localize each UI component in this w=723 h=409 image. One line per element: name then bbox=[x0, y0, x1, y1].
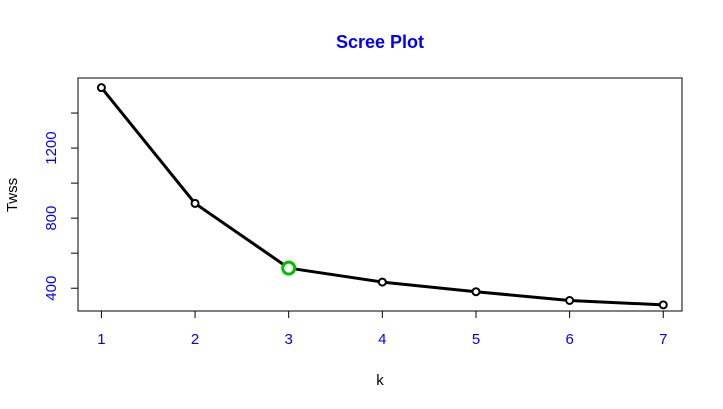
data-point bbox=[565, 295, 575, 305]
x-tick-label: 5 bbox=[472, 331, 480, 348]
x-tick-label: 7 bbox=[659, 331, 667, 348]
y-axis-label: Twss bbox=[4, 178, 21, 212]
data-point bbox=[96, 83, 106, 93]
y-tick-label: 1200 bbox=[43, 131, 60, 164]
data-point bbox=[471, 287, 481, 297]
chart-title: Scree Plot bbox=[336, 32, 424, 52]
x-tick-label: 1 bbox=[97, 331, 105, 348]
y-tick-label: 800 bbox=[43, 206, 60, 231]
x-axis-label: k bbox=[376, 372, 384, 389]
x-tick-label: 2 bbox=[191, 331, 199, 348]
x-tick-label: 6 bbox=[565, 331, 573, 348]
data-point bbox=[658, 300, 668, 310]
y-tick-label: 400 bbox=[43, 276, 60, 301]
series-line bbox=[100, 86, 664, 307]
highlight-point bbox=[281, 260, 297, 276]
x-tick-label: 3 bbox=[285, 331, 293, 348]
x-axis: 1 2 3 4 5 6 7 bbox=[97, 311, 667, 348]
data-point bbox=[377, 277, 387, 287]
data-point bbox=[190, 198, 200, 208]
x-tick-label: 4 bbox=[378, 331, 386, 348]
plot-area-frame bbox=[77, 77, 683, 312]
series-twss bbox=[96, 83, 668, 310]
y-axis: 400 800 1200 bbox=[43, 112, 78, 301]
